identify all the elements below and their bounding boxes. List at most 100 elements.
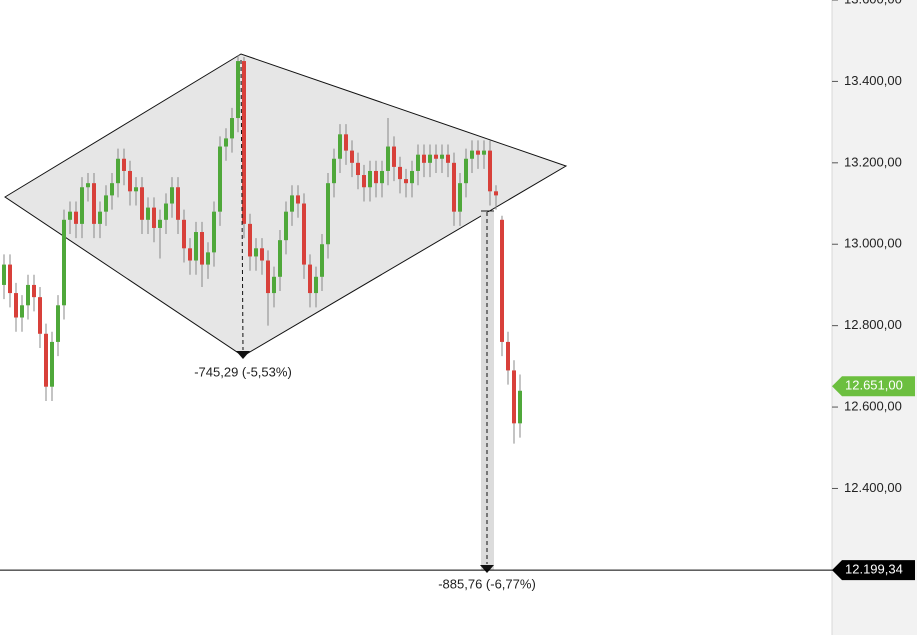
candle-body	[74, 211, 78, 224]
candle-body	[494, 191, 498, 196]
candle-body	[410, 170, 414, 184]
candle-body	[308, 264, 312, 294]
candle-body	[380, 170, 384, 184]
candle-body	[248, 223, 252, 257]
y-tick-label: 13.200,00	[844, 154, 902, 169]
arrow-head	[480, 565, 494, 573]
candle-body	[44, 333, 48, 387]
candle-body	[518, 390, 522, 424]
candle-body	[86, 183, 90, 188]
candle-body	[224, 138, 228, 147]
y-tick-label: 12.800,00	[844, 317, 902, 332]
candle-body	[458, 183, 462, 212]
candle-body	[290, 195, 294, 212]
candle-body	[254, 248, 258, 257]
candle-body	[266, 260, 270, 294]
candle-body	[146, 207, 150, 220]
candle-body	[200, 232, 204, 265]
candle-body	[260, 248, 264, 261]
candle-body	[428, 154, 432, 163]
candle-body	[362, 175, 366, 188]
candle-body	[506, 341, 510, 371]
candle-body	[98, 211, 102, 224]
annotation: -885,76 (-6,77%)	[438, 576, 536, 591]
candle-body	[8, 264, 12, 294]
price-tag	[832, 560, 915, 581]
candle-body	[2, 264, 6, 285]
candle-body	[440, 154, 444, 159]
candle-body	[470, 150, 474, 159]
candle-body	[68, 211, 72, 220]
y-tick-label: 13.400,00	[844, 73, 902, 88]
candle-body	[152, 207, 156, 228]
candle-body	[350, 150, 354, 163]
price-tag-label: 12.199,34	[845, 562, 903, 577]
candle-body	[338, 134, 342, 159]
candle-body	[32, 284, 36, 298]
candle-body	[176, 187, 180, 220]
candle-body	[344, 134, 348, 151]
y-tick-label: 12.600,00	[844, 398, 902, 413]
candle-body	[20, 305, 24, 318]
candle-body	[236, 61, 240, 119]
candle-body	[92, 183, 96, 224]
candle-body	[278, 240, 282, 277]
candle-body	[14, 293, 18, 318]
arrow-head	[236, 351, 250, 359]
candle-body	[398, 166, 402, 180]
candle-body	[182, 219, 186, 249]
candle-body	[386, 146, 390, 171]
candle-body	[80, 187, 84, 224]
candle-body	[476, 150, 480, 155]
candle-body	[326, 183, 330, 245]
candle-body	[212, 211, 216, 253]
candle-body	[134, 187, 138, 192]
y-tick-label: 12.400,00	[844, 480, 902, 495]
annotation: -745,29 (-5,53%)	[194, 364, 292, 379]
candle-body	[392, 146, 396, 167]
candle-body	[488, 150, 492, 192]
candle-body	[170, 187, 174, 204]
candle-body	[416, 154, 420, 171]
candle-body	[188, 248, 192, 261]
candle-body	[434, 154, 438, 159]
candle-body	[158, 219, 162, 228]
candle-body	[368, 170, 372, 188]
candle-body	[422, 154, 426, 163]
candle-body	[206, 252, 210, 265]
candle-body	[50, 341, 54, 387]
y-tick-label: 13.000,00	[844, 236, 902, 251]
candle-body	[482, 150, 486, 155]
candle-body	[374, 170, 378, 184]
candle-body	[38, 297, 42, 334]
candle-body	[116, 158, 120, 184]
candle-body	[230, 118, 234, 139]
candle-body	[164, 203, 168, 220]
candle-body	[404, 179, 408, 184]
price-tag	[832, 376, 915, 397]
price-tag-label: 12.651,00	[845, 378, 903, 393]
y-tick-label: 13.600,00	[844, 0, 902, 6]
candle-body	[314, 276, 318, 294]
measure-line	[240, 59, 244, 351]
candle-body	[110, 183, 114, 196]
candle-body	[128, 170, 132, 192]
axis-panel	[832, 0, 917, 635]
candle-body	[26, 284, 30, 306]
candle-body	[122, 158, 126, 171]
candle-body	[500, 219, 504, 342]
candle-body	[218, 146, 222, 212]
candle-body	[56, 305, 60, 342]
candle-body	[452, 162, 456, 212]
candle-body	[272, 276, 276, 294]
candle-body	[242, 61, 246, 224]
candle-body	[62, 219, 66, 306]
candle-body	[140, 187, 144, 220]
candle-body	[302, 203, 306, 265]
candle-body	[104, 195, 108, 212]
candle-body	[356, 162, 360, 176]
candle-body	[194, 232, 198, 261]
candle-body	[464, 158, 468, 184]
